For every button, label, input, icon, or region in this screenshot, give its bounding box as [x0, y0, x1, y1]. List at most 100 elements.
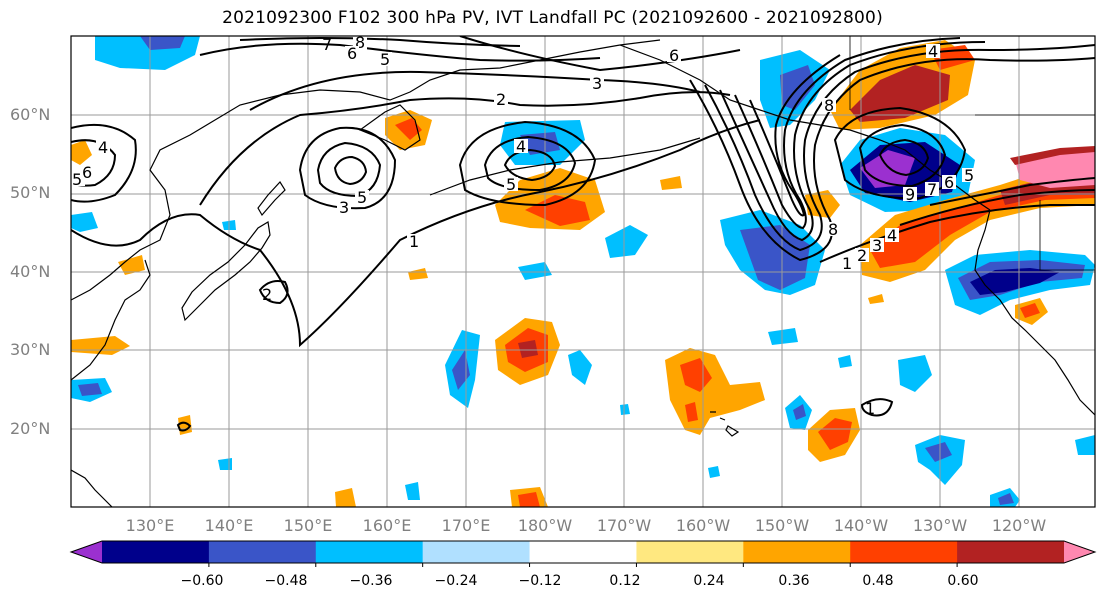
coast-hawaii [710, 411, 740, 437]
shade-blob [71, 212, 98, 232]
contour-label: 2 [262, 285, 272, 304]
pv-contour [734, 37, 961, 230]
lon-label: 140°E [204, 516, 254, 535]
colorbar [69, 540, 1097, 567]
shade-blob [605, 225, 648, 258]
shade-blob [793, 404, 806, 420]
colorbar-tick-label: −0.36 [349, 573, 393, 589]
colorbar-extend-low [71, 541, 102, 563]
contour-label: 5 [964, 166, 974, 185]
colorbar-tick-label: −0.12 [518, 573, 562, 589]
lon-label: 150°E [283, 516, 333, 535]
lon-label: 130°W [912, 516, 968, 535]
contour-label: 5 [72, 170, 82, 189]
shade-blob [708, 466, 720, 478]
coast-philippines [71, 469, 113, 507]
colorbar-tick-label: 0.24 [693, 573, 725, 589]
pv-contour [749, 54, 841, 217]
lon-label: 180°W [517, 516, 573, 535]
contour-label: 2 [857, 246, 867, 265]
pv-contour [719, 41, 986, 242]
lon-label: 130°E [125, 516, 175, 535]
colorbar-tick-label: 0.48 [862, 573, 894, 589]
contour-label: 7 [927, 180, 937, 199]
pv-contour [239, 37, 521, 47]
shade-blob [870, 178, 1095, 268]
pv-contour [929, 177, 1095, 206]
shade-blob [925, 442, 952, 462]
coast-aleutians [429, 137, 701, 196]
coast-hokkaido [257, 181, 286, 217]
pv-contour [199, 42, 601, 62]
colorbar-segment [743, 541, 851, 563]
contour-label: 7 [322, 35, 332, 54]
shade-blob [218, 458, 232, 470]
coast-china [71, 259, 151, 381]
map-title: 2021092300 F102 300 hPa PV, IVT Landfall… [222, 8, 883, 28]
contour-label: 6 [944, 173, 954, 192]
colorbar-tick-label: 0.60 [947, 573, 979, 589]
shade-blob [868, 294, 884, 304]
colorbar-tick-label: −0.60 [180, 573, 224, 589]
shade-blob [1020, 303, 1040, 318]
borders [849, 36, 1095, 271]
shade-blob [818, 418, 852, 450]
contour-label: 4 [516, 137, 526, 156]
colorbar-segment [102, 541, 210, 563]
shade-blob [518, 340, 538, 358]
colorbar-segment [850, 541, 958, 563]
pv-contour [333, 155, 368, 186]
shade-blob [1075, 435, 1095, 455]
shade-blob [838, 355, 852, 368]
contour-label: 4 [887, 226, 897, 245]
pv-contour [458, 120, 597, 207]
pv-contour [704, 44, 1095, 252]
pv-contour [249, 70, 701, 111]
lon-label: 160°W [675, 516, 731, 535]
pv-contours [71, 36, 1095, 432]
shade-blob [970, 268, 1060, 295]
lat-label: 30°N [10, 340, 51, 359]
map-frame [70, 35, 1096, 508]
contour-label: 3 [339, 198, 349, 217]
coastlines [71, 36, 1095, 507]
colorbar-tick-label: 0.36 [778, 573, 810, 589]
pv-contour [858, 123, 947, 188]
contour-label: 5 [357, 188, 367, 207]
coast-japan [181, 221, 271, 322]
contour-label: 5 [506, 175, 516, 194]
shade-blob [518, 492, 540, 507]
shade-blob [518, 262, 552, 280]
shade-blob [898, 355, 932, 392]
pv-contour [819, 204, 1095, 263]
pv-contour [316, 141, 382, 198]
contour-label: 6 [669, 46, 679, 65]
shade-blob [408, 268, 428, 280]
shade-blob [118, 255, 145, 275]
ivt-shading [71, 36, 1095, 507]
pv-contour [71, 119, 761, 348]
shade-blob [335, 488, 356, 507]
map-plot-area: 8 7 6 5 3 2 4 5 1 4 5 6 5 3 1 [71, 35, 1095, 507]
contour-label: 2 [496, 90, 506, 109]
pv-contour [860, 398, 894, 417]
contour-label: 6 [347, 44, 357, 63]
shade-blob [850, 65, 950, 122]
contour-label: 1 [865, 399, 875, 418]
lon-label: 120°W [991, 516, 1047, 535]
lat-label: 40°N [10, 262, 51, 281]
shade-blob [740, 225, 810, 290]
pv-contour [833, 106, 967, 200]
shade-blob [395, 118, 422, 140]
shade-blob [620, 404, 630, 415]
coast-kamchatka [358, 104, 421, 151]
contour-labels: 8 7 6 5 3 2 4 5 1 4 5 6 5 3 1 [71, 35, 976, 418]
pv-contour [258, 280, 289, 305]
colorbar-tick-label: −0.48 [264, 573, 308, 589]
pv-contour [199, 91, 731, 206]
contour-label: 1 [409, 232, 419, 251]
colorbar-tick-label: −0.24 [434, 573, 478, 589]
colorbar-outline [69, 540, 1097, 564]
contour-label: 1 [842, 254, 852, 273]
